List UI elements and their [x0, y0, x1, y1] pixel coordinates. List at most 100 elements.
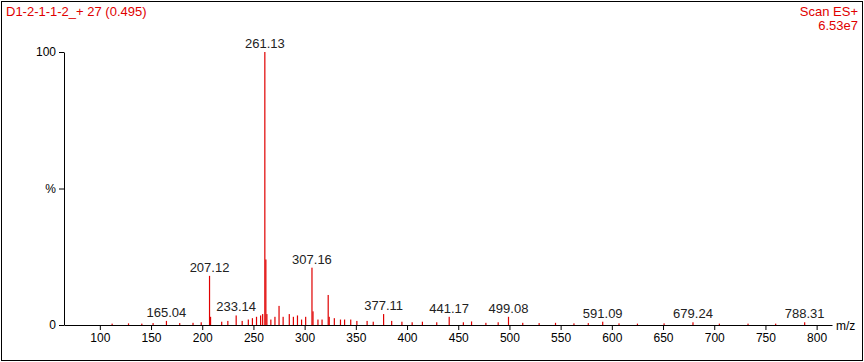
x-tick-mark — [458, 325, 459, 330]
peak — [236, 315, 237, 325]
peak — [350, 320, 351, 325]
peak — [719, 324, 720, 325]
peak — [227, 321, 228, 325]
x-tick-label: 400 — [398, 331, 418, 345]
x-tick-label: 250 — [244, 331, 264, 345]
peak — [498, 322, 499, 325]
peak — [367, 321, 368, 325]
peak — [179, 323, 180, 325]
peak — [210, 317, 211, 325]
x-tick-mark — [407, 325, 408, 330]
peak — [692, 322, 693, 325]
peak — [192, 323, 193, 325]
x-tick: 800 — [807, 325, 827, 345]
x-tick-mark — [305, 325, 306, 330]
peak — [602, 322, 603, 325]
peak-label: 207.12 — [190, 260, 230, 275]
x-tick: 450 — [449, 325, 469, 345]
peak — [264, 52, 265, 325]
peak — [747, 324, 748, 325]
peak — [270, 320, 271, 325]
peak — [401, 322, 402, 325]
peaks — [112, 52, 806, 325]
x-tick-mark — [151, 325, 152, 330]
peak — [449, 317, 450, 325]
peak — [412, 322, 413, 325]
annotations: 165.04207.12233.14261.13307.16377.11441.… — [147, 36, 825, 321]
peak — [539, 323, 540, 325]
peak — [321, 320, 322, 325]
x-tick-mark — [714, 325, 715, 330]
x-tick-mark — [202, 325, 203, 330]
peak — [463, 322, 464, 325]
peak — [383, 314, 384, 325]
frame — [2, 2, 863, 361]
y-tick: 0 — [49, 318, 64, 332]
peak — [311, 268, 312, 325]
x-tick-mark — [253, 325, 254, 330]
x-axis-title: m/z — [836, 319, 855, 333]
x-tick: 250 — [244, 325, 264, 345]
peak — [297, 315, 298, 325]
x-tick: 750 — [756, 325, 776, 345]
peak — [312, 311, 313, 325]
x-tick-mark — [765, 325, 766, 330]
peak-label: 788.31 — [785, 306, 825, 321]
peak — [340, 320, 341, 325]
peak — [128, 323, 129, 325]
x-tick-label: 300 — [295, 331, 315, 345]
x-tick-mark — [100, 325, 101, 330]
peak — [588, 323, 589, 325]
y-tick-label: 100 — [36, 45, 56, 59]
peak-label: 307.16 — [292, 252, 332, 267]
peak — [262, 314, 263, 325]
peak-label: 261.13 — [245, 36, 285, 51]
peak — [265, 259, 266, 325]
peak — [209, 276, 210, 325]
x-tick: 550 — [551, 325, 571, 345]
y-tick: % — [45, 182, 64, 196]
x-tick: 100 — [90, 325, 110, 345]
peak — [152, 323, 153, 325]
peak — [317, 320, 318, 325]
y-axis: 0% 100 — [36, 45, 65, 332]
chart: D1-2-1-1-2_+ 27 (0.495)Scan ES+6.53e7100… — [0, 0, 864, 362]
x-tick-label: 150 — [142, 331, 162, 345]
subtitle: 6.53e7 — [818, 18, 858, 33]
peak — [242, 321, 243, 325]
peak — [373, 322, 374, 325]
x-tick-label: 200 — [193, 331, 213, 345]
peak — [328, 295, 329, 325]
peak — [112, 324, 113, 325]
x-tick-label: 750 — [756, 331, 776, 345]
x-tick: 650 — [654, 325, 674, 345]
x-tick-mark — [612, 325, 613, 330]
x-tick-mark — [509, 325, 510, 330]
peak — [334, 318, 335, 325]
x-tick: 150 — [142, 325, 162, 345]
x-tick: 350 — [346, 325, 366, 345]
peak-label: 499.08 — [489, 301, 529, 316]
peak — [260, 315, 261, 325]
x-tick-label: 500 — [500, 331, 520, 345]
x-tick-mark — [663, 325, 664, 330]
peak — [391, 321, 392, 325]
peak — [141, 324, 142, 325]
x-tick-label: 800 — [807, 331, 827, 345]
peak — [471, 321, 472, 325]
peak — [278, 306, 279, 325]
peak — [289, 314, 290, 325]
y-tick-label: 0 — [49, 318, 56, 332]
x-axis-line — [65, 325, 833, 326]
peak-label: 233.14 — [216, 299, 256, 314]
y-tick: 100 — [36, 45, 64, 59]
peak — [266, 314, 267, 325]
y-axis-line — [64, 53, 65, 326]
x-tick-label: 600 — [602, 331, 622, 345]
y-tick-mark — [59, 52, 64, 53]
subtitle: Scan ES+ — [800, 4, 858, 19]
y-tick-label: % — [45, 182, 56, 196]
peak — [522, 323, 523, 325]
x-tick-label: 550 — [551, 331, 571, 345]
peak — [436, 322, 437, 325]
